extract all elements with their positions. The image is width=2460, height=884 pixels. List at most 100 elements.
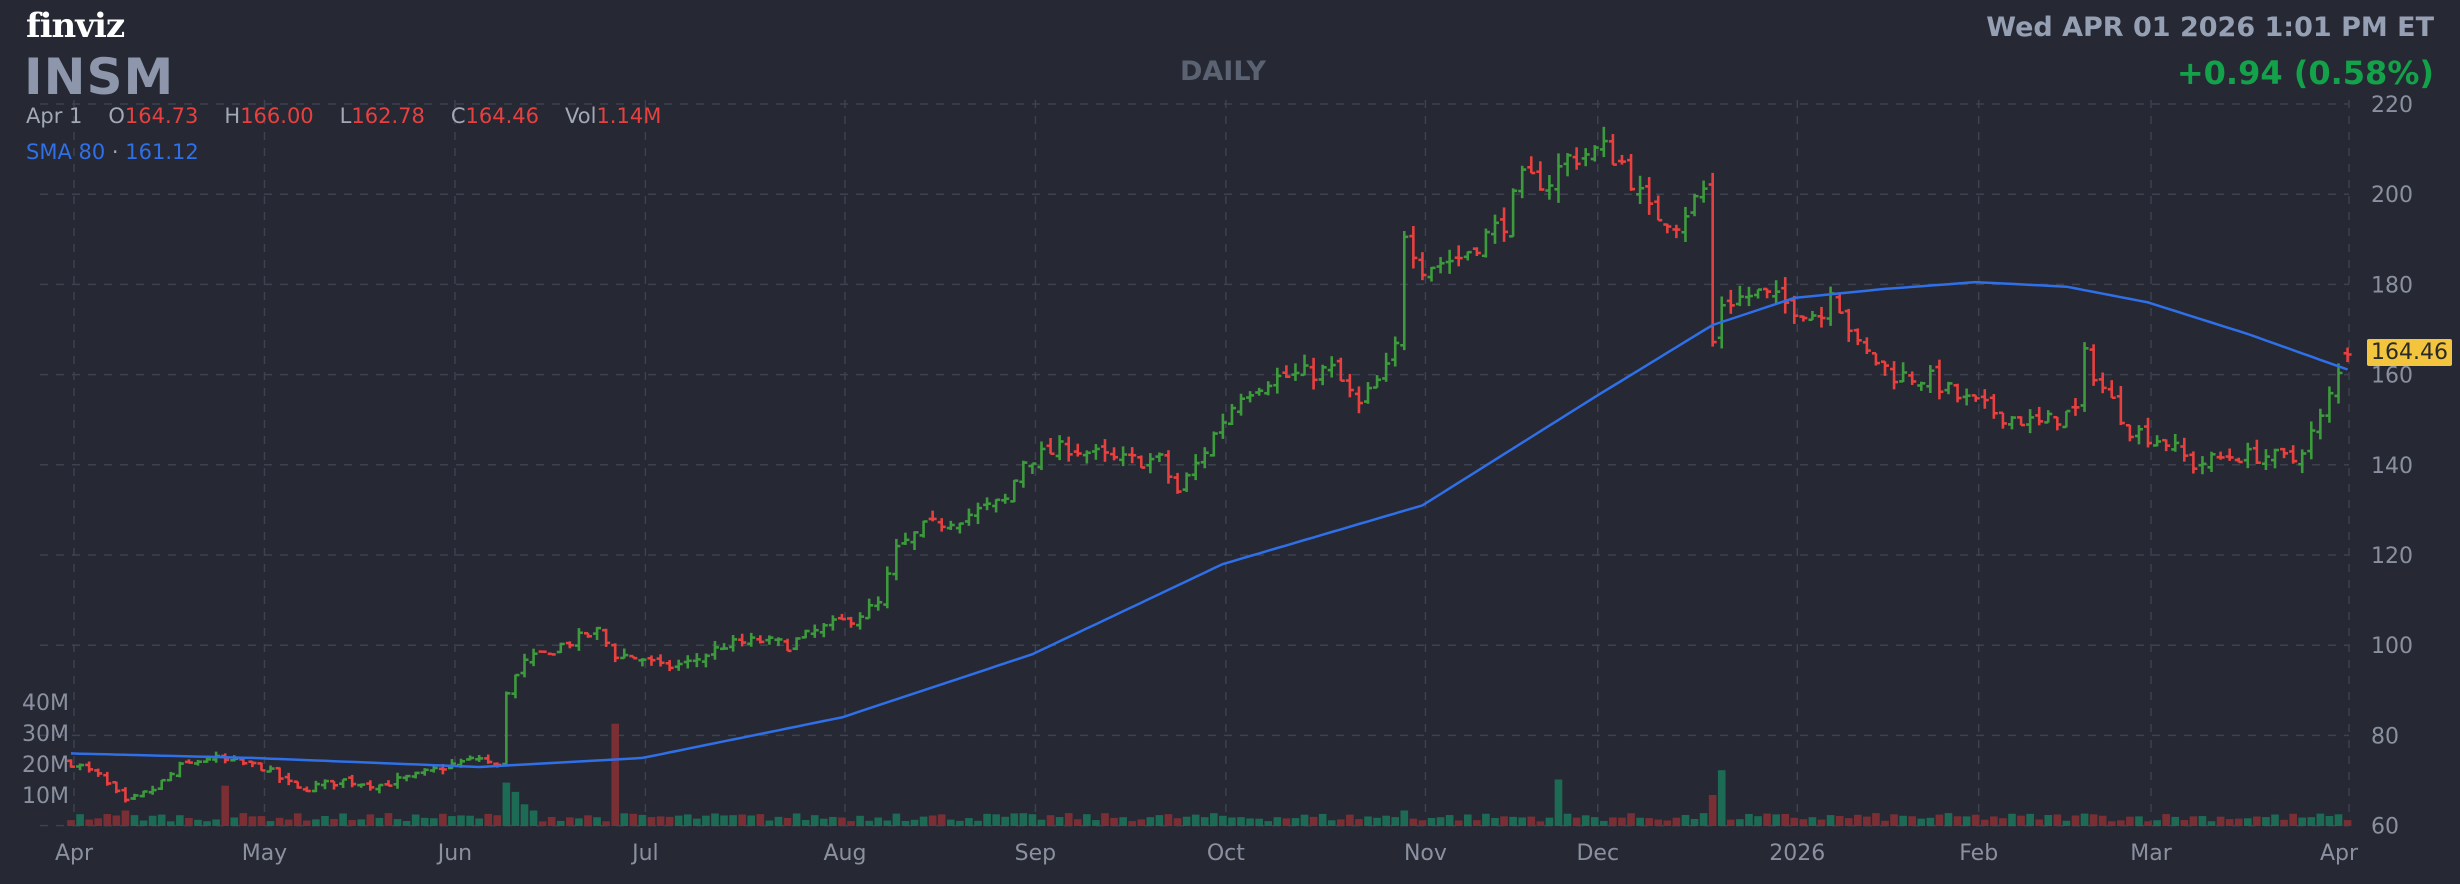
ohlc-bar (928, 510, 937, 522)
ohlc-bar (1191, 454, 1200, 481)
ohlc-bar (2071, 398, 2080, 416)
volume-bar (402, 821, 411, 826)
volume-bar (420, 817, 429, 826)
ohlc-bar (2307, 421, 2316, 460)
ohlc-bar (2026, 409, 2035, 434)
ohlc-bar (1926, 365, 1935, 393)
volume-bar (1881, 820, 1889, 826)
open-value: 164.73 (124, 104, 199, 128)
ohlc-bar (1064, 436, 1073, 462)
ohlc-bar (1019, 460, 1028, 488)
volume-bar (312, 819, 320, 826)
volume-bar (2107, 821, 2116, 826)
ohlc-bar (1744, 286, 1753, 307)
ohlc-bar (1772, 280, 1781, 305)
volume-bar (1790, 817, 1799, 826)
volume-bar (702, 815, 710, 826)
ohlc-bar (720, 643, 729, 651)
volume-bar (1491, 817, 1499, 826)
ohlc-bar (393, 772, 402, 789)
volume-bar (792, 813, 801, 826)
last-price-tag: 164.46 (2367, 339, 2452, 366)
volume-bar (2071, 815, 2080, 826)
volume-bar (1482, 813, 1490, 826)
volume-bar (1019, 813, 1028, 826)
volume-bar (756, 814, 765, 826)
volume-bar (620, 813, 629, 826)
volume-bar (992, 814, 1000, 826)
ohlc-bar (402, 774, 411, 782)
volume-bar (2207, 821, 2216, 826)
volume-bar (293, 813, 302, 826)
volume-axis: 40M 30M 20M 10M (22, 691, 69, 809)
volume-bar (1527, 816, 1536, 826)
volume-bar (248, 816, 257, 826)
ohlc-bar (819, 623, 828, 638)
ohlc-bar (1980, 389, 1989, 409)
sma-legend[interactable]: SMA 80 · 161.12 (26, 140, 199, 164)
volume-bar (1600, 820, 1608, 826)
volume-bar (1427, 817, 1436, 826)
volume-bar (1282, 818, 1291, 826)
volume-bar (466, 815, 474, 826)
ohlc-bar (1110, 447, 1119, 461)
volume-bar (1463, 814, 1472, 826)
ohlc-bar (1871, 352, 1880, 366)
volume-bar (928, 815, 937, 826)
ohlc-bar (1953, 383, 1962, 403)
price-tick-label: 120 (2371, 544, 2413, 569)
volume-bar (430, 818, 438, 826)
volume-bar (475, 818, 483, 826)
ohlc-bar (738, 633, 747, 647)
volume-bar (2171, 816, 2180, 826)
ohlc-bar (1173, 472, 1182, 494)
volume-bar (375, 817, 384, 826)
ohlc-bar (692, 653, 701, 668)
ohlc-bar (1373, 375, 1382, 389)
price-tick-label: 180 (2371, 273, 2413, 298)
volume-bar (520, 804, 529, 826)
ohlc-bar (511, 673, 520, 699)
ohlc-bar (1436, 256, 1445, 274)
ohlc-bar (2098, 372, 2107, 394)
ohlc-bar (1817, 306, 1826, 328)
ohlc-bar (2080, 342, 2089, 412)
volume-bar (1853, 814, 1862, 826)
volume-bar (2298, 817, 2307, 826)
ohlc-bar (1799, 315, 1808, 322)
volume-bar (230, 817, 239, 826)
ohlc-bar (937, 518, 946, 532)
ohlc-bar (810, 624, 819, 638)
volume-bar (1509, 816, 1517, 826)
ohlc-bar (1890, 361, 1899, 390)
volume-bar (1064, 813, 1073, 826)
ohlc-bar (874, 596, 883, 611)
datetime: Wed APR 01 2026 1:01 PM ET (1986, 12, 2434, 43)
volume-bar (1835, 815, 1844, 826)
ohlc-bar (1726, 289, 1735, 314)
volume-bar (1826, 815, 1835, 826)
volume-bar (529, 810, 538, 826)
volume-bar (856, 815, 864, 826)
ohlc-bar (94, 768, 103, 777)
volume-bar (1055, 817, 1064, 826)
volume-bar (1536, 821, 1545, 826)
volume-bar (1327, 820, 1336, 826)
ohlc-bar (1518, 165, 1527, 199)
ohlc-bar (2144, 417, 2153, 448)
ohlc-bar (1527, 156, 1536, 175)
volume-bar (1926, 817, 1935, 826)
ohlc-bar (1935, 359, 1944, 400)
volume-bar (538, 821, 547, 826)
volume-bar (2244, 818, 2252, 826)
volume-bar (2343, 820, 2352, 826)
volume-bar (901, 820, 910, 826)
volume-bar (2334, 814, 2343, 826)
ohlc-bar (1645, 177, 1654, 215)
finviz-logo[interactable]: finviz (26, 6, 125, 46)
volume-bar (2135, 816, 2143, 826)
ohlc-bar (1155, 452, 1164, 463)
ohlc-bar (556, 642, 565, 654)
ohlc-bar (1073, 443, 1082, 457)
